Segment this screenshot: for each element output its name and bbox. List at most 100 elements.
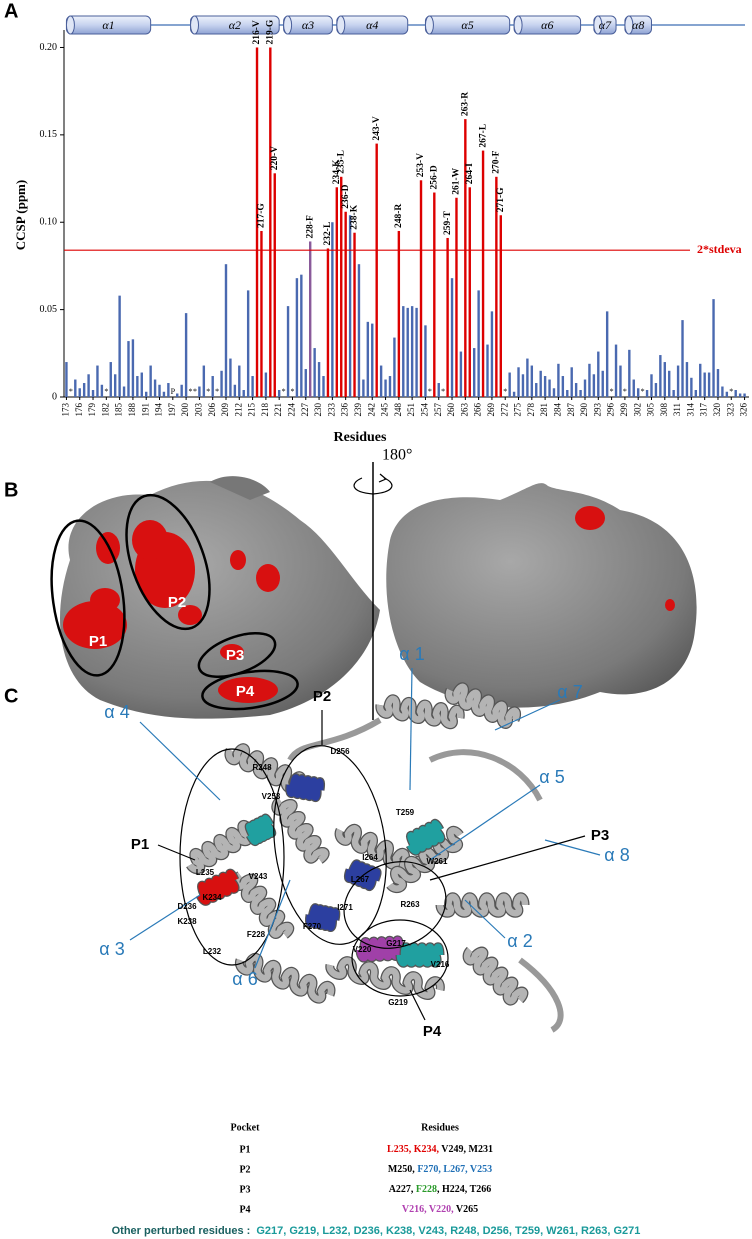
bar-annotation: 216-V [252, 20, 262, 44]
y-tick-label: 0.15 [40, 129, 58, 140]
rotation-arrow [353, 477, 393, 495]
bar [145, 391, 148, 397]
x-tick-label: 278 [526, 403, 536, 417]
residue-group: V216, V220, [402, 1204, 454, 1215]
perturbed-surface [63, 520, 280, 703]
residue-label: K238 [177, 917, 197, 926]
bar [162, 391, 166, 397]
bar-annotation: 253-V [416, 153, 426, 177]
bar [220, 370, 223, 397]
bar [619, 365, 622, 397]
bar [668, 370, 671, 397]
bar-annotation: 261-W [452, 167, 462, 194]
bar [614, 344, 618, 397]
missing-marker: * [69, 387, 73, 396]
x-tick-label: 245 [380, 403, 390, 417]
bar [176, 393, 179, 397]
bar [561, 376, 565, 397]
pocket-label: P1 [89, 633, 107, 650]
bar [238, 365, 241, 397]
helix-ribbon [376, 695, 464, 728]
bar [707, 372, 711, 397]
helix-label: α 8 [604, 845, 629, 865]
pocket-table: Pocket Residues P1 L235, K234, V249, M231 P2… [112, 1122, 641, 1237]
bar [699, 363, 702, 397]
x-tick-label: 224 [287, 403, 297, 417]
bar [348, 215, 352, 397]
helix-label: α 1 [399, 644, 424, 664]
residue-group: , H224, T266 [437, 1184, 491, 1195]
missing-marker: * [729, 387, 733, 396]
residue-group: V249, M231 [439, 1144, 493, 1155]
pocket-label: P3 [591, 827, 609, 844]
perturbed-surface [665, 599, 675, 611]
missing-marker: * [641, 387, 645, 396]
bar [300, 274, 303, 397]
bar [588, 363, 591, 397]
residue-group: L235, K234, [387, 1144, 439, 1155]
helix-label: α 3 [99, 939, 124, 959]
bar [464, 119, 467, 397]
bar [136, 376, 139, 397]
helix-label: α 6 [232, 969, 257, 989]
missing-marker: * [623, 387, 627, 396]
bar [495, 176, 498, 397]
bar [122, 386, 126, 397]
bar-annotation: 267-L [478, 124, 488, 148]
bar [645, 390, 649, 397]
helix-ribbon [187, 821, 253, 873]
bar [574, 383, 578, 397]
protein-surface [210, 476, 270, 500]
pocket-label: P3 [226, 647, 244, 664]
missing-marker: * [428, 387, 432, 396]
pocket-cell: P2 [239, 1164, 250, 1175]
helix-ribbon [396, 943, 444, 967]
bar [734, 390, 737, 397]
bar [65, 362, 68, 397]
bar [512, 391, 516, 397]
residues-cell: M250, F270, L267, V253 [388, 1164, 492, 1175]
residue-group: A227, [389, 1184, 416, 1195]
y-axis-title: CCSP (ppm) [13, 180, 28, 250]
bar [557, 363, 560, 397]
x-tick-label: 209 [220, 403, 230, 417]
helix-label: α3 [302, 18, 314, 32]
missing-marker: * [104, 387, 108, 396]
bar [140, 372, 143, 397]
missing-marker: * [441, 387, 445, 396]
bar [738, 393, 742, 397]
bar [393, 337, 396, 397]
bar [468, 187, 471, 397]
helix-cap [283, 15, 293, 35]
helix-ribbon [233, 872, 293, 938]
helix-ribbon [445, 683, 520, 728]
helix-label: α7 [599, 18, 612, 32]
x-tick-label: 254 [420, 403, 430, 417]
residue-label: L232 [203, 947, 222, 956]
bar [353, 232, 356, 397]
bar [446, 237, 449, 397]
bar-annotation: 232-L [323, 222, 333, 246]
bar [233, 384, 237, 397]
bar-annotation: 264-I [465, 163, 475, 184]
x-tick-label: 197 [167, 403, 177, 417]
bar [224, 264, 228, 397]
x-tick-label: 233 [326, 403, 336, 417]
pocket-cell: P3 [239, 1184, 250, 1195]
bar [473, 348, 476, 397]
threshold-label: 2*stdeva [697, 242, 742, 256]
bar [659, 355, 662, 397]
rotation-arrow [378, 473, 388, 483]
bar [277, 390, 281, 397]
bar [721, 386, 724, 397]
bar-annotation: 217-G [257, 203, 267, 228]
bar [317, 362, 321, 397]
x-tick-label: 269 [486, 403, 496, 417]
bar [543, 376, 547, 397]
bar [628, 349, 631, 397]
bar [273, 173, 276, 397]
bar [672, 390, 675, 397]
bar [91, 390, 95, 397]
surface-views: P1 P2 P3 P4 180° [50, 447, 697, 720]
